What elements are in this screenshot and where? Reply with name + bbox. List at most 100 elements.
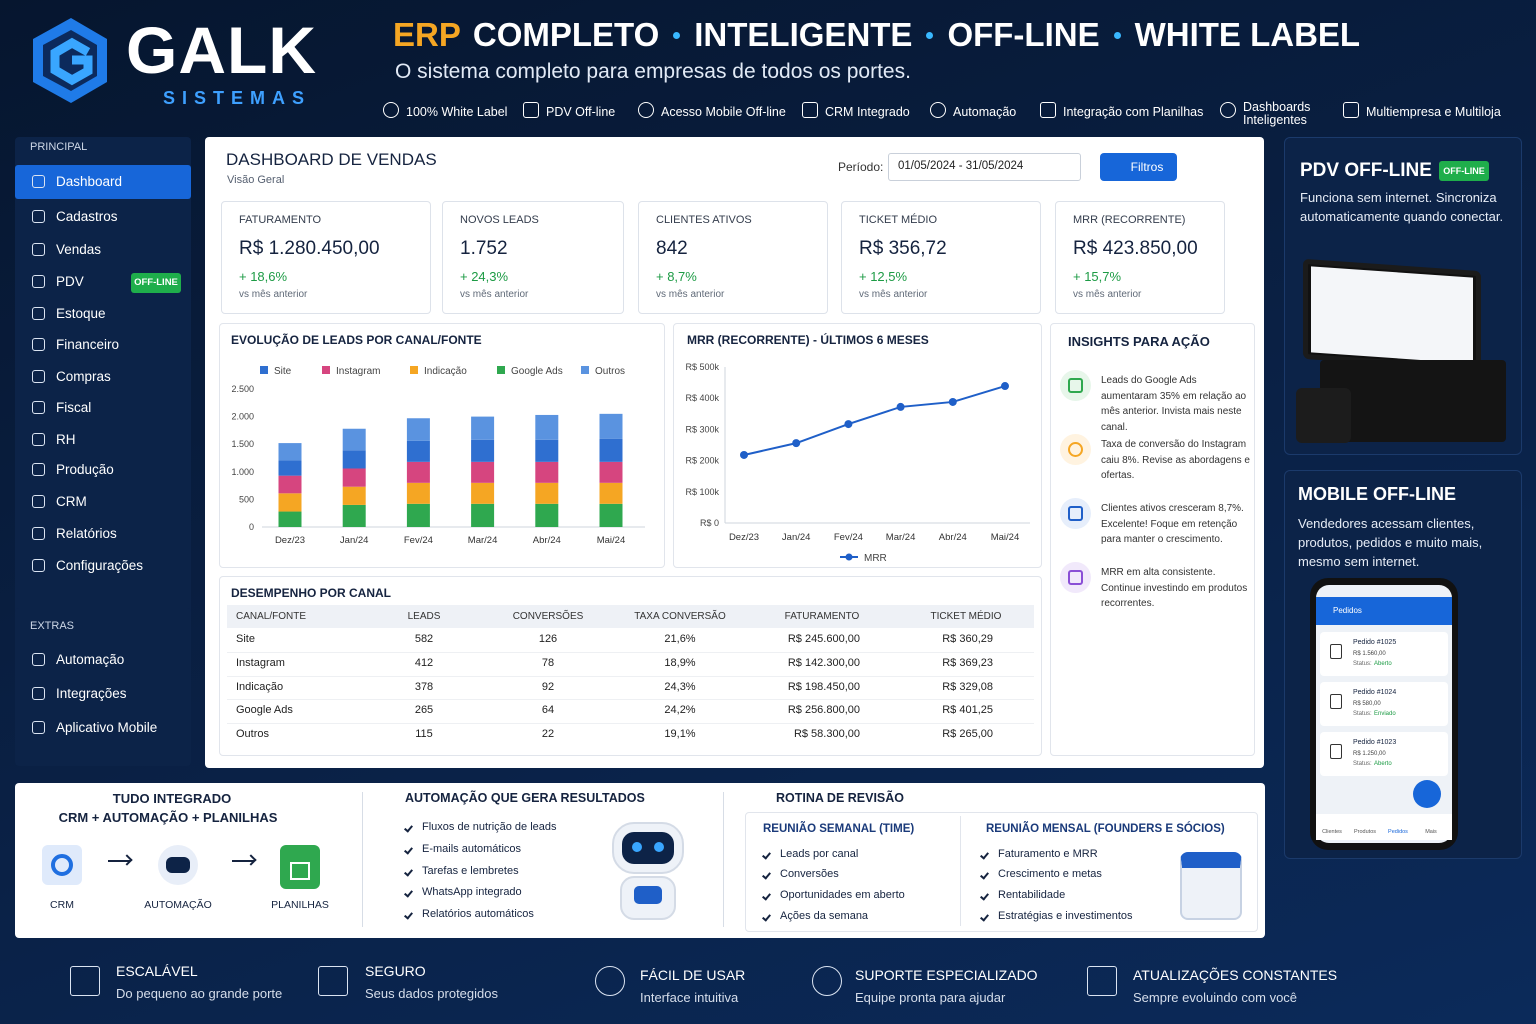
robot-body (620, 876, 676, 920)
integration-title: CRM + AUTOMAÇÃO + PLANILHAS (58, 810, 278, 825)
tagline: O sistema completo para empresas de todo… (395, 60, 911, 83)
filter-button[interactable] (1100, 153, 1177, 181)
y-tick-label: 500 (239, 494, 254, 504)
bar-segment (535, 503, 559, 527)
pos-display (1311, 266, 1473, 364)
pos-printer (1296, 388, 1351, 443)
menu-icon (32, 559, 45, 572)
footer-icon (1087, 966, 1117, 996)
menu-icon (32, 338, 45, 351)
app-header-title: Pedidos (1333, 606, 1362, 615)
menu-icon (32, 495, 45, 508)
menu-icon (32, 370, 45, 383)
nav-label: Pedidos (1388, 829, 1408, 835)
table-cell: R$ 360,29 (942, 633, 993, 645)
point (740, 450, 748, 459)
menu-item: Configurações (56, 558, 144, 573)
automation-item: WhatsApp integrado (422, 886, 522, 898)
table-cell: 115 (415, 728, 433, 740)
order-id: Pedido #1024 (1353, 689, 1397, 696)
menu-item: Produção (56, 462, 114, 477)
x-tick-label: Jan/24 (782, 532, 811, 543)
order-icon (1330, 744, 1342, 759)
kpi-change: + 12,5% (859, 269, 908, 284)
menu-item: Vendas (56, 242, 102, 257)
footer-text: Do pequeno ao grande porte (116, 986, 283, 1001)
menu-item: Financeiro (56, 337, 120, 352)
legend-label: Instagram (336, 366, 380, 377)
bar-segment (471, 482, 495, 504)
menu-item: Aplicativo Mobile (56, 720, 158, 735)
pdv-badge (1439, 161, 1489, 181)
order-icon (1330, 644, 1342, 659)
insight-text: Taxa de conversão do Instagram caiu 8%. … (1101, 439, 1250, 482)
feature-icon (930, 102, 946, 118)
kpi-change: + 24,3% (460, 269, 509, 284)
pos-drawer (1320, 360, 1506, 442)
separator-dot (673, 31, 681, 39)
feature-label: Dashboards Inteligentes (1243, 100, 1311, 127)
order-status-label: Status: (1353, 711, 1372, 717)
automation-item: E-mails automáticos (422, 843, 522, 855)
menu-icon (32, 210, 45, 223)
bar-segment (535, 439, 559, 462)
table-cell: 64 (541, 704, 555, 716)
menu-icon (32, 243, 45, 256)
x-tick-label: Jan/24 (340, 535, 369, 546)
bar-segment (535, 482, 559, 504)
feature-icon (1343, 102, 1359, 118)
review-item: Estratégias e investimentos (998, 910, 1133, 922)
robot-face (622, 832, 674, 864)
chart-title: EVOLUÇÃO DE LEADS POR CANAL/FONTE (231, 332, 482, 347)
mobile-text: Vendedores acessam clientes, produtos, p… (1298, 516, 1483, 569)
kpi-label: CLIENTES ATIVOS (656, 214, 752, 226)
x-tick-label: Abr/24 (939, 532, 967, 543)
dashboard-title: DASHBOARD DE VENDAS (226, 150, 437, 169)
y-tick-label: 0 (249, 522, 254, 532)
order-id: Pedido #1025 (1353, 639, 1397, 646)
menu-item: RH (56, 432, 76, 447)
bar-segment (599, 461, 623, 483)
legend-swatch (260, 366, 268, 374)
y-tick-label: 2.000 (231, 412, 254, 422)
bar-segment (278, 443, 302, 461)
menu-icon (32, 653, 45, 666)
feature-icon (638, 102, 654, 118)
table-cell: R$ 265,00 (942, 728, 993, 740)
order-status: Aberto (1374, 761, 1392, 767)
bar-segment (278, 511, 302, 527)
kpi-label: TICKET MÉDIO (859, 214, 938, 226)
kpi-change: + 15,7% (1073, 269, 1122, 284)
point (1001, 382, 1009, 391)
insight-glyph (1068, 442, 1083, 457)
insight-icon (1060, 498, 1091, 529)
footer-icon (70, 966, 100, 996)
arrow (232, 860, 254, 862)
footer-title: ATUALIZAÇÕES CONSTANTES (1133, 967, 1338, 983)
order-status: Enviado (1374, 711, 1396, 717)
bar-segment (471, 439, 495, 462)
bot-face (166, 857, 190, 873)
kpi-card (221, 201, 431, 314)
feature-icon (1040, 102, 1056, 118)
filter-button-text: Filtros (1130, 160, 1164, 174)
table-title: DESEMPENHO POR CANAL (231, 586, 392, 600)
table-cell: Outros (236, 728, 270, 740)
line (743, 385, 1006, 456)
menu-icon (32, 307, 45, 320)
footer-title: SUPORTE ESPECIALIZADO (855, 967, 1038, 983)
menu-icon (32, 275, 45, 288)
offline-badge (131, 273, 181, 293)
order-status-label: Status: (1353, 661, 1372, 667)
table-cell: Instagram (236, 657, 285, 669)
row-divider (227, 652, 1034, 653)
bar-segment (278, 475, 302, 494)
footer-icon (812, 966, 842, 996)
menu-item: Estoque (56, 306, 106, 321)
bar-segment (599, 482, 623, 504)
dashboard-subtitle: Visão Geral (227, 174, 285, 186)
mobile-title: MOBILE OFF-LINE (1298, 484, 1456, 504)
table-cell: 126 (538, 633, 558, 645)
